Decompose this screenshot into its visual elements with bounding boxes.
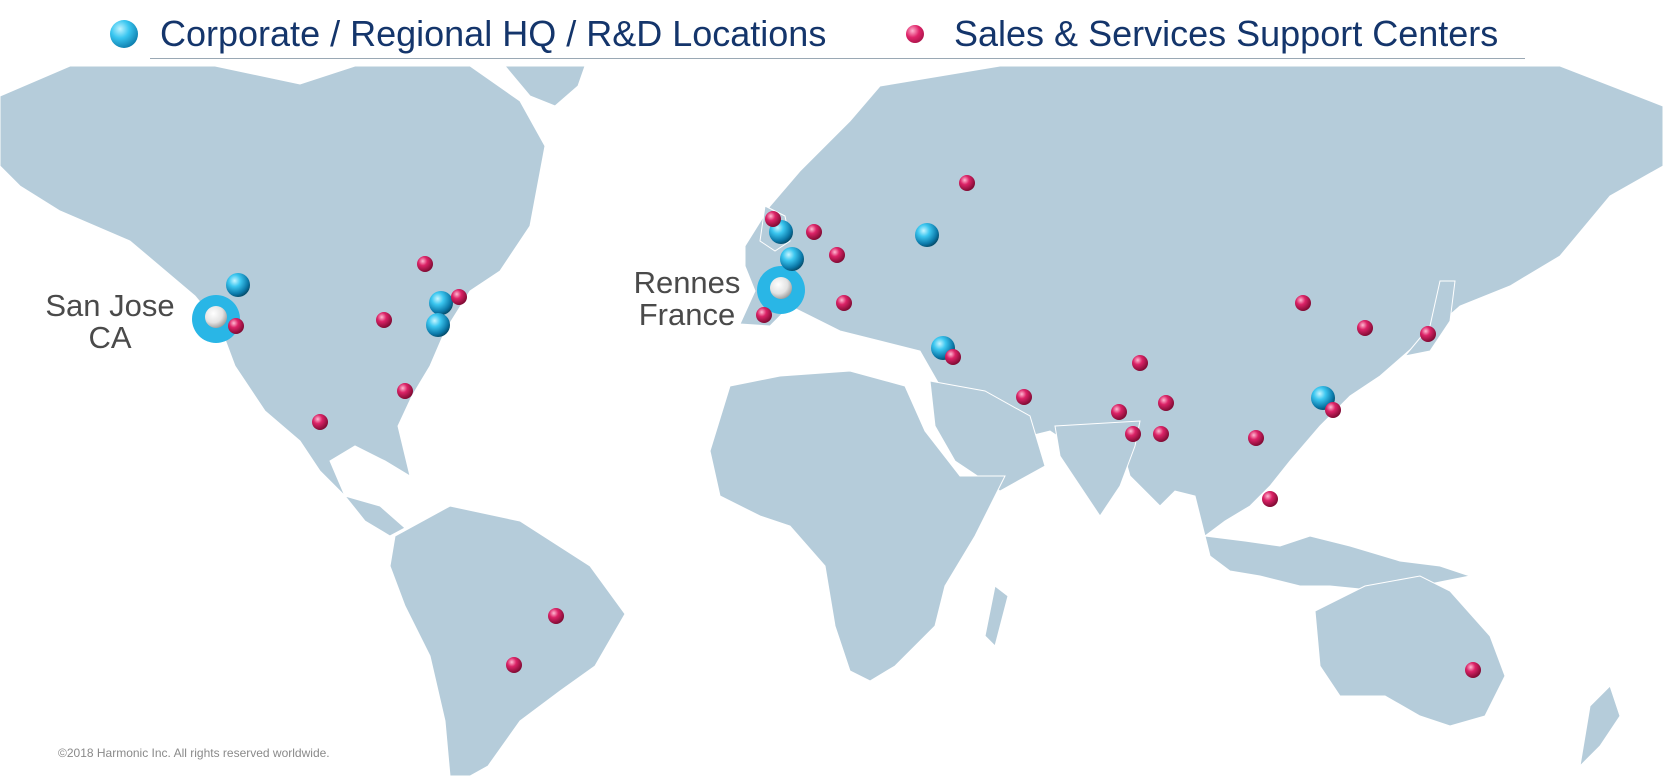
new-zealand [1579,685,1621,768]
sales-marker [1357,320,1373,336]
hq-markers [226,220,1335,410]
rennes-label-line1: Rennes [633,265,741,300]
legend: Corporate / Regional HQ / R&D Locations … [0,0,1663,62]
sales-marker [829,247,845,263]
main-hq-markers [192,266,805,343]
madagascar [984,585,1009,647]
hq-marker-swatch [110,20,138,48]
sales-marker [756,307,772,323]
africa [709,370,1006,682]
india [1054,420,1141,517]
sales-marker [1153,426,1169,442]
hq-marker [426,313,450,337]
sales-marker [836,295,852,311]
arabia [929,380,1046,492]
sales-marker-swatch [906,25,924,43]
sales-marker [1111,404,1127,420]
sales-marker [376,312,392,328]
hq-marker [780,247,804,271]
san-jose-hq-marker [192,295,240,343]
north-america [0,66,546,497]
sales-markers [228,175,1481,678]
greenland [504,66,586,107]
sales-marker [959,175,975,191]
legend-hq: Corporate / Regional HQ / R&D Locations [110,12,826,56]
legend-sales: Sales & Services Support Centers [906,12,1498,56]
sales-marker [1125,426,1141,442]
sales-marker [1295,295,1311,311]
sales-marker [1465,662,1481,678]
sales-marker [765,211,781,227]
rennes-label: Rennes France [622,267,752,331]
san-jose-label-line2: CA [88,320,132,355]
copyright-notice: ©2018 Harmonic Inc. All rights reserved … [58,746,330,760]
sales-marker [417,256,433,272]
sales-marker [945,349,961,365]
sales-marker [451,289,467,305]
san-jose-label-line1: San Jose [45,288,175,323]
sales-marker [1248,430,1264,446]
hq-marker [915,223,939,247]
sales-marker [228,318,244,334]
japan [1403,280,1456,357]
sales-marker [1158,395,1174,411]
continents [0,66,1663,776]
australia [1314,575,1506,727]
sales-marker [1325,402,1341,418]
sales-marker [1016,389,1032,405]
sales-marker [397,383,413,399]
south-america [389,505,626,776]
sales-marker [1262,491,1278,507]
legend-divider [150,58,1525,59]
southeast-asia-islands [1204,535,1472,592]
rennes-hq-marker [757,266,805,314]
sales-marker [1132,355,1148,371]
world-map [0,66,1663,776]
sales-marker [806,224,822,240]
legend-sales-label: Sales & Services Support Centers [954,13,1499,54]
sales-marker [548,608,564,624]
hq-marker [226,273,250,297]
hq-marker [429,291,453,315]
sales-marker [506,657,522,673]
san-jose-label: San Jose CA [40,290,180,354]
central-america [343,495,406,537]
rennes-label-line2: France [638,297,736,332]
legend-hq-label: Corporate / Regional HQ / R&D Locations [160,13,827,54]
sales-marker [312,414,328,430]
sales-marker [1420,326,1436,342]
